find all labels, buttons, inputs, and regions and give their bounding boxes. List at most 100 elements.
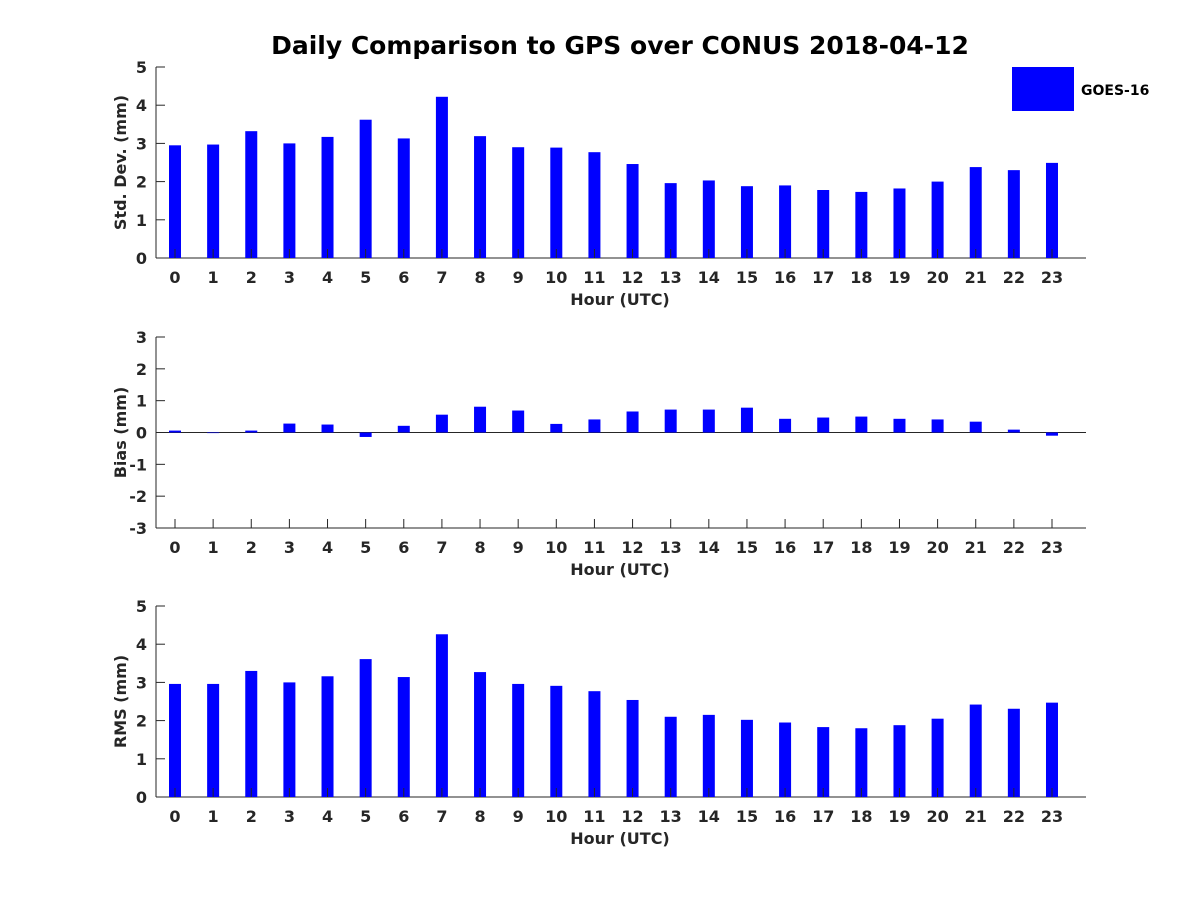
y-tick-label: 3 <box>136 328 147 347</box>
legend-swatch <box>1012 67 1074 111</box>
x-tick-label: 8 <box>474 807 485 826</box>
x-tick-label: 12 <box>621 268 643 287</box>
y-tick-label: 3 <box>136 673 147 692</box>
x-tick-label: 2 <box>246 268 257 287</box>
x-tick-label: 15 <box>736 807 758 826</box>
x-tick-label: 20 <box>926 538 948 557</box>
legend: GOES-16 <box>1012 67 1149 111</box>
y-tick-label: 4 <box>136 635 147 654</box>
bar-hour-9 <box>512 147 525 258</box>
x-tick-label: 5 <box>360 807 371 826</box>
x-tick-label: 7 <box>436 538 447 557</box>
bar-hour-23 <box>1045 432 1058 436</box>
bar-hour-14 <box>702 180 715 258</box>
y-tick-label: 4 <box>136 96 147 115</box>
y-tick-label: 0 <box>136 249 147 268</box>
y-axis-label: Bias (mm) <box>111 387 130 479</box>
bar-hour-11 <box>588 691 601 797</box>
bar-hour-8 <box>474 136 487 258</box>
bar-hour-20 <box>931 419 944 433</box>
bar-hour-1 <box>207 144 220 258</box>
x-tick-label: 18 <box>850 807 872 826</box>
x-tick-label: 3 <box>284 268 295 287</box>
x-tick-label: 19 <box>888 538 910 557</box>
x-tick-label: 7 <box>436 807 447 826</box>
x-axis-label: Hour (UTC) <box>570 829 670 848</box>
bar-hour-19 <box>893 418 906 433</box>
x-tick-label: 15 <box>736 538 758 557</box>
x-tick-label: 22 <box>1003 538 1025 557</box>
x-tick-label: 4 <box>322 538 333 557</box>
y-tick-label: 0 <box>136 788 147 807</box>
x-tick-label: 14 <box>698 807 720 826</box>
bar-hour-19 <box>893 188 906 258</box>
bar-hour-6 <box>397 677 410 797</box>
x-tick-label: 1 <box>208 807 219 826</box>
x-tick-label: 20 <box>926 268 948 287</box>
bar-hour-12 <box>626 164 639 258</box>
x-tick-label: 1 <box>208 538 219 557</box>
x-tick-label: 12 <box>621 538 643 557</box>
y-tick-label: 0 <box>136 424 147 443</box>
bar-hour-17 <box>817 417 830 433</box>
y-tick-label: 2 <box>136 173 147 192</box>
bar-hour-6 <box>397 138 410 258</box>
x-tick-label: 6 <box>398 538 409 557</box>
bar-hour-6 <box>397 425 410 433</box>
bar-hour-22 <box>1007 708 1020 797</box>
bar-hour-3 <box>283 143 296 258</box>
x-tick-label: 2 <box>246 538 257 557</box>
x-tick-label: 0 <box>169 538 180 557</box>
bar-hour-8 <box>474 672 487 797</box>
x-tick-label: 14 <box>698 268 720 287</box>
x-tick-label: 12 <box>621 807 643 826</box>
bar-hour-14 <box>702 714 715 797</box>
x-tick-label: 15 <box>736 268 758 287</box>
x-tick-label: 4 <box>322 268 333 287</box>
x-tick-label: 2 <box>246 807 257 826</box>
x-tick-label: 21 <box>965 268 987 287</box>
x-tick-label: 5 <box>360 538 371 557</box>
bar-hour-22 <box>1007 429 1020 433</box>
bar-hour-18 <box>855 191 868 258</box>
x-tick-label: 20 <box>926 807 948 826</box>
bar-hour-20 <box>931 181 944 258</box>
bar-hour-7 <box>435 96 448 259</box>
bar-hour-2 <box>245 670 258 797</box>
legend-label: GOES-16 <box>1081 83 1149 99</box>
x-tick-label: 23 <box>1041 268 1063 287</box>
bar-hour-4 <box>321 676 334 797</box>
x-tick-label: 18 <box>850 268 872 287</box>
x-tick-label: 0 <box>169 807 180 826</box>
y-tick-label: 1 <box>136 392 147 411</box>
x-tick-label: 19 <box>888 807 910 826</box>
x-tick-label: 18 <box>850 538 872 557</box>
bar-hour-23 <box>1045 702 1058 797</box>
x-tick-label: 9 <box>513 807 524 826</box>
x-tick-label: 23 <box>1041 538 1063 557</box>
bar-hour-4 <box>321 136 334 258</box>
x-tick-label: 22 <box>1003 268 1025 287</box>
y-tick-label: 1 <box>136 750 147 769</box>
bar-hour-17 <box>817 727 830 797</box>
bar-hour-3 <box>283 682 296 797</box>
bar-hour-17 <box>817 190 830 258</box>
bar-hour-10 <box>550 685 563 797</box>
bar-hour-12 <box>626 411 639 433</box>
x-tick-label: 13 <box>660 268 682 287</box>
bar-hour-22 <box>1007 170 1020 258</box>
bar-hour-4 <box>321 424 334 433</box>
x-tick-label: 11 <box>583 807 605 826</box>
bar-hour-10 <box>550 423 563 433</box>
bar-hour-0 <box>169 145 181 258</box>
y-tick-label: 5 <box>136 597 147 616</box>
bar-hour-11 <box>588 419 601 433</box>
x-tick-label: 7 <box>436 268 447 287</box>
y-tick-label: -3 <box>129 519 147 538</box>
bar-hour-23 <box>1045 162 1058 258</box>
x-tick-label: 17 <box>812 538 834 557</box>
y-tick-label: 1 <box>136 211 147 230</box>
